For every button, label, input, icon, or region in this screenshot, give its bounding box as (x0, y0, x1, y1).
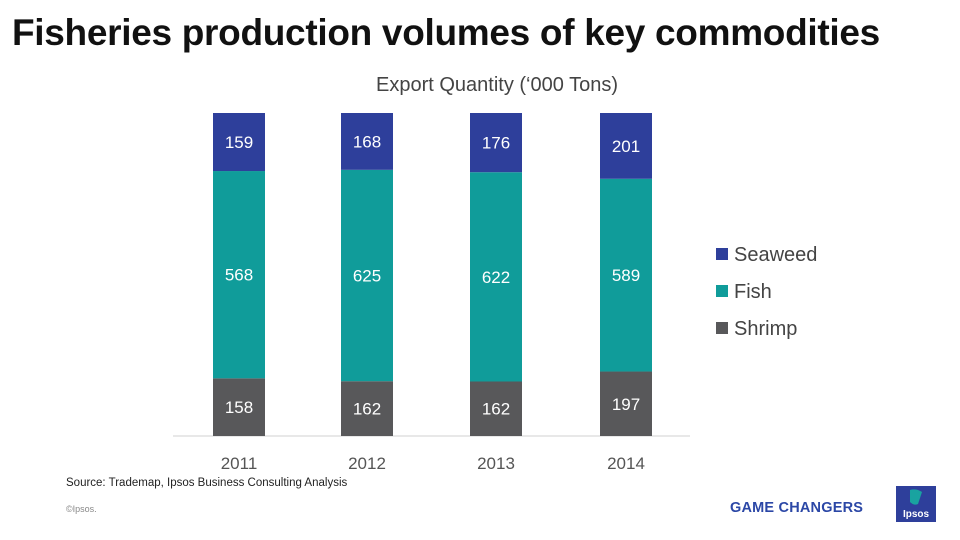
svg-text:Ipsos: Ipsos (903, 509, 930, 520)
legend-label-fish: Fish (734, 281, 772, 303)
data-label-fish-2013: 622 (482, 268, 510, 287)
x-tick-label-2011: 2011 (221, 454, 258, 473)
x-tick-label-2012: 2012 (348, 454, 386, 473)
legend-swatch-fish (716, 285, 728, 297)
copyright-note: ©Ipsos. (66, 504, 97, 514)
bar-fish-2012 (341, 169, 393, 382)
source-note: Source: Trademap, Ipsos Business Consult… (66, 477, 348, 489)
data-label-fish-2011: 568 (225, 266, 253, 285)
legend-label-seaweed: Seaweed (734, 244, 817, 266)
x-tick-label-2014: 2014 (607, 454, 645, 473)
legend-swatch-shrimp (716, 322, 728, 334)
page-title: Fisheries production volumes of key comm… (12, 12, 880, 53)
data-label-seaweed-2013: 176 (482, 134, 510, 153)
bar-shrimp-2013 (470, 381, 522, 436)
data-label-shrimp-2012: 162 (353, 400, 381, 419)
bar-shrimp-2011 (213, 378, 265, 436)
data-label-seaweed-2012: 168 (353, 132, 381, 151)
bar-seaweed-2011 (213, 113, 265, 172)
bar-seaweed-2012 (341, 113, 393, 170)
data-label-fish-2014: 589 (612, 266, 640, 285)
legend-label-shrimp: Shrimp (734, 318, 797, 340)
data-label-shrimp-2014: 197 (612, 395, 640, 414)
bar-shrimp-2012 (341, 381, 393, 436)
bar-shrimp-2014 (600, 371, 652, 436)
bar-seaweed-2014 (600, 113, 652, 179)
legend-swatch-seaweed (716, 248, 728, 260)
data-label-fish-2012: 625 (353, 267, 381, 286)
data-label-seaweed-2011: 159 (225, 133, 253, 152)
ipsos-logo-icon: Ipsos (896, 486, 936, 522)
bar-fish-2014 (600, 178, 652, 372)
tagline: GAME CHANGERS (730, 500, 864, 516)
x-tick-label-2013: 2013 (477, 454, 515, 473)
bar-fish-2013 (470, 172, 522, 382)
chart-title: Export Quantity (‘000 Tons) (376, 74, 618, 96)
bar-fish-2011 (213, 171, 265, 379)
bar-seaweed-2013 (470, 113, 522, 173)
data-label-seaweed-2014: 201 (612, 137, 640, 156)
data-label-shrimp-2013: 162 (482, 400, 510, 419)
data-label-shrimp-2011: 158 (225, 398, 253, 417)
